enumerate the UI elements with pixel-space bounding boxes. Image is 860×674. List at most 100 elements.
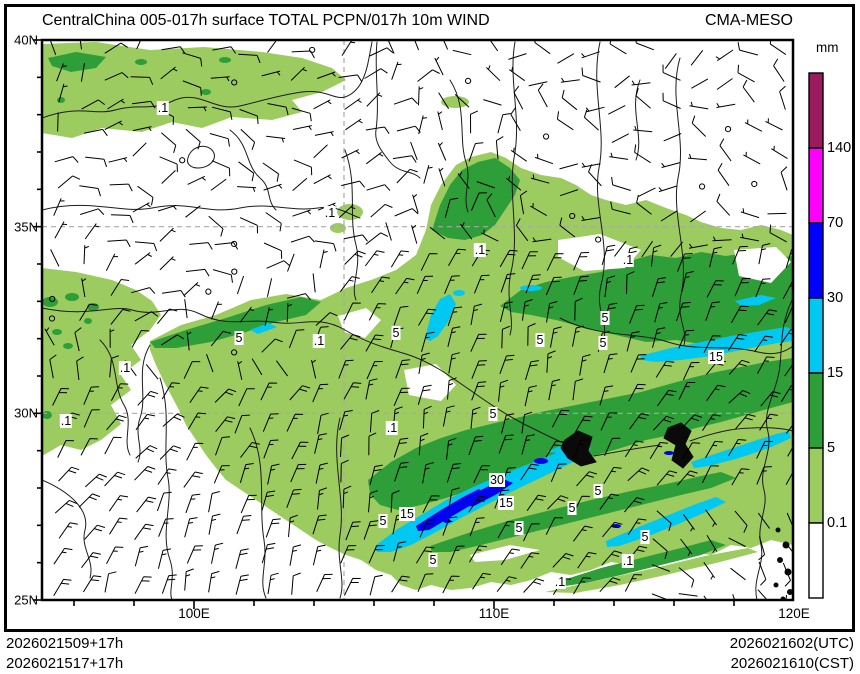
- wind-barb: [534, 40, 551, 55]
- wind-barb: [429, 226, 446, 240]
- wind-barb: [239, 108, 259, 125]
- wind-barb: [468, 142, 484, 162]
- contour-label: .1: [385, 421, 399, 435]
- wind-barb: [557, 53, 575, 64]
- wind-barb: [474, 274, 490, 294]
- wind-barb: [434, 56, 444, 76]
- wind-barb: [391, 61, 402, 80]
- wind-barb: [757, 356, 775, 374]
- wind-barb: [54, 221, 68, 239]
- wind-barb: [81, 278, 87, 298]
- wind-barb: [483, 99, 502, 106]
- wind-barb: [394, 208, 419, 217]
- wind-barb: [79, 185, 101, 197]
- wind-barb: [134, 576, 152, 594]
- wind-barb: [366, 92, 383, 107]
- wind-barb: [161, 574, 177, 594]
- wind-barb: [105, 253, 119, 272]
- wind-barb: [576, 471, 597, 487]
- wind-barb: [588, 164, 602, 187]
- wind-barb: [368, 545, 385, 564]
- wind-barb: [261, 338, 283, 353]
- wind-barb: [81, 99, 105, 110]
- wind-barb: [773, 58, 785, 82]
- wind-barb: [161, 132, 177, 154]
- wind-barb: [344, 302, 361, 321]
- wind-barb: [84, 473, 107, 488]
- wind-barb: [107, 239, 131, 248]
- wind-barb: [387, 40, 395, 54]
- wind-barb: [209, 133, 230, 147]
- wind-barb: [291, 572, 301, 595]
- wind-barb: [530, 174, 550, 184]
- wind-barb: [662, 92, 681, 109]
- wind-barb: [528, 81, 548, 87]
- wind-barb: [505, 175, 522, 191]
- wind-barb: [454, 94, 470, 108]
- wind-barb: [650, 244, 662, 267]
- wind-barb: [363, 520, 379, 540]
- wind-barb: [521, 411, 533, 434]
- wind-barb: [208, 513, 221, 535]
- wind-barb: [393, 541, 407, 562]
- wind-barb: [422, 495, 440, 513]
- colorbar-tick-label: 5: [827, 440, 836, 456]
- wind-barb: [705, 301, 720, 321]
- wind-barb: [500, 548, 520, 566]
- wind-barb: [339, 276, 360, 293]
- wind-barb: [581, 67, 601, 83]
- wind-barb: [703, 562, 716, 580]
- wind-barb: [263, 183, 283, 191]
- calm-wind-circle: [231, 79, 238, 86]
- wind-barb: [581, 51, 600, 59]
- calm-wind-circle: [751, 180, 758, 188]
- wind-barb: [368, 490, 378, 513]
- wind-barb: [292, 209, 312, 217]
- wind-barb: [630, 354, 647, 373]
- wind-barb: [109, 355, 120, 378]
- wind-barb: [561, 89, 578, 111]
- precip-gap: [470, 545, 540, 562]
- wind-barb: [717, 162, 730, 186]
- wind-barb: [603, 353, 618, 374]
- wind-barb: [731, 305, 749, 323]
- wind-barb: [267, 572, 279, 595]
- wind-barb: [545, 440, 564, 458]
- contour-label: .1: [118, 361, 132, 375]
- wind-barb: [657, 389, 677, 407]
- wind-barb: [626, 271, 635, 294]
- wind-barb: [391, 575, 410, 593]
- wind-barb: [145, 364, 159, 380]
- wind-barb: [734, 510, 748, 533]
- precip-region: [330, 223, 346, 233]
- wind-barb: [701, 414, 721, 431]
- wind-barb: [716, 78, 733, 90]
- wind-barb: [609, 152, 629, 160]
- wind-barb: [677, 470, 698, 486]
- wind-barb: [262, 162, 279, 182]
- wind-barb: [649, 442, 668, 460]
- wind-barb: [57, 175, 81, 189]
- wind-barb: [735, 413, 756, 430]
- wind-barb: [743, 151, 761, 165]
- wind-barb: [447, 326, 461, 347]
- wind-barb: [422, 405, 432, 429]
- wind-barb: [264, 307, 274, 326]
- wind-barb: [468, 545, 488, 563]
- wind-barb: [417, 384, 432, 405]
- wind-barb: [238, 161, 255, 182]
- calm-wind-circle: [309, 46, 316, 54]
- wind-barb: [109, 183, 133, 192]
- wind-barb: [319, 249, 328, 269]
- boundary-line: [137, 344, 151, 463]
- wind-barb: [369, 464, 383, 486]
- wind-barb: [422, 462, 434, 484]
- contour-label: 5: [567, 501, 577, 515]
- wind-barb: [343, 382, 362, 400]
- contour-label: .1: [621, 253, 635, 267]
- contour-label: 5: [598, 336, 608, 350]
- wind-barb: [573, 252, 590, 271]
- wind-barb: [340, 334, 361, 350]
- wind-barb: [339, 410, 353, 431]
- wind-barb: [498, 379, 509, 402]
